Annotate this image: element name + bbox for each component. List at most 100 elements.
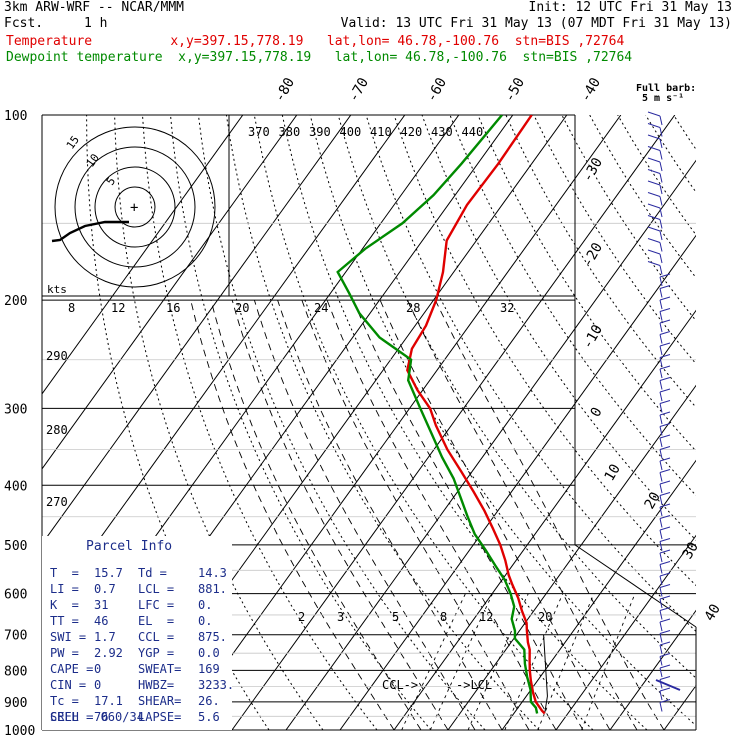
wind-barb-staff (659, 575, 663, 586)
wind-barb-staff (659, 506, 663, 517)
parcel-info-panel: Parcel Info T = 15.7 Td = 14.3 LI = 0.7 LCL = 8… (42, 536, 234, 730)
isotherm-label: -20 (580, 240, 607, 270)
dry-adiabat (533, 115, 696, 365)
parcel-stat-value: 15.7 (94, 566, 123, 580)
moist-adiabat (231, 299, 449, 730)
isotherm-line (42, 115, 406, 620)
ccl-label: CCL-> (382, 678, 418, 692)
isotherm-line (501, 459, 696, 730)
isotherm-line (663, 684, 696, 730)
parcel-stat-name: SREH = (50, 710, 94, 724)
isotherm-label: 0 (588, 405, 606, 420)
dry-adiabat-label: 280 (46, 423, 68, 437)
parcel-stat-name: PW = (50, 646, 79, 660)
wind-barb-feather (659, 331, 671, 335)
isotherm-line (393, 309, 696, 730)
parcel-stat-value: 76 (94, 710, 109, 724)
pressure-label: 100 (4, 109, 27, 124)
wind-barb-staff (659, 138, 663, 149)
isotherm-label: 40 (702, 601, 724, 624)
lcl-label: ->LCL (456, 678, 492, 692)
wind-barb-staff (659, 610, 663, 620)
wind-barb-staff (659, 529, 663, 540)
wind-barb-staff (659, 253, 663, 264)
isotherm-line (177, 115, 622, 730)
wind-barb-feather (659, 526, 671, 531)
isotherm-label: 30 (680, 539, 702, 562)
dry-adiabat (197, 115, 486, 730)
isotherm-label: 20 (642, 489, 664, 512)
hodo-ring-label: 15 (64, 133, 82, 151)
parcel-stat-value: 1.7 (94, 630, 116, 644)
wind-barb-feather (659, 400, 671, 404)
wind-barb-staff (659, 161, 663, 172)
wind-barb-staff (659, 207, 663, 218)
wind-barb-feather (647, 226, 661, 232)
parcel-stat-name: CCL = (138, 630, 175, 644)
dry-adiabat-label: 290 (46, 349, 68, 363)
parcel-stat-name: SWEAT= (138, 662, 182, 676)
wind-barb-feather (647, 261, 661, 266)
wind-barb-staff (659, 587, 663, 597)
wind-barb-staff (659, 150, 663, 160)
wind-barb-feather (647, 111, 661, 117)
pressure-label: 400 (4, 479, 27, 494)
wind-barb-staff (659, 449, 663, 459)
wind-barb-staff (659, 184, 663, 195)
wind-barb-feather (659, 446, 671, 450)
wind-barb-staff (659, 667, 663, 678)
wind-barb-staff (659, 219, 663, 229)
wind-barb-feather (659, 607, 671, 611)
wind-barb-feather (659, 676, 671, 680)
wind-barb-feather (647, 249, 661, 255)
parcel-stat-name: HWBZ= (138, 678, 175, 692)
wind-barb-feather (647, 123, 661, 128)
parcel-stat-value: 46 (94, 614, 109, 628)
wind-barb-staff (659, 311, 663, 321)
wind-barb-feather (659, 561, 671, 565)
wind-barb-staff (659, 230, 663, 241)
wind-barb-feather (659, 457, 671, 462)
dry-adiabat-label: 270 (46, 495, 68, 509)
isotherm-line (609, 609, 696, 730)
wind-barb-feather (647, 203, 661, 209)
wind-barb-staff (659, 690, 663, 701)
mixing-ratio-label: 5 (392, 610, 399, 624)
parcel-stat-name: T = (50, 566, 79, 580)
parcel-stat-name: Tc = (50, 694, 79, 708)
moist-adiabat (352, 299, 584, 730)
wind-barb-staff (659, 196, 663, 206)
isotherm-line (447, 384, 696, 730)
dry-adiabat (673, 115, 696, 151)
wind-barb-feather (659, 365, 671, 370)
theta-e-label: 380 (279, 125, 301, 139)
pressure-label: 600 (4, 588, 27, 603)
model-title: 3km ARW-WRF -- NCAR/MMM (4, 0, 185, 15)
parcel-stat-name: YGP = (138, 646, 175, 660)
wind-barb-staff (659, 299, 663, 310)
parcel-info-title: Parcel Info (86, 539, 173, 554)
wind-barb-staff (659, 115, 663, 126)
wind-key-value: 5 m s⁻¹ (642, 93, 685, 104)
parcel-stat-value: 2.92 (94, 646, 123, 660)
wind-barb-feather (659, 630, 671, 634)
wind-barb-staff (659, 288, 663, 298)
wind-barb-staff (659, 702, 663, 712)
dry-adiabat (730, 115, 740, 730)
isotherm-line (231, 115, 676, 730)
wind-barb-staff (659, 541, 663, 551)
parcel-stat-value: 0.0 (198, 646, 220, 660)
wind-barb-feather (659, 572, 671, 577)
wind-barb-staff (659, 403, 663, 413)
hodo-ring (94, 166, 176, 248)
wind-barb-staff (659, 460, 663, 471)
hodo-center-marker: + (130, 200, 138, 216)
parcel-stat-value: 0 (94, 662, 102, 676)
wind-barb-feather (659, 618, 671, 623)
hodo-ring-label: 10 (84, 151, 102, 169)
wind-barb-staff (655, 679, 681, 691)
wind-barb-feather (647, 180, 661, 186)
forecast-label: Fcst. (4, 16, 44, 31)
wind-barb-feather (647, 134, 661, 140)
isotherm-line (42, 115, 298, 470)
